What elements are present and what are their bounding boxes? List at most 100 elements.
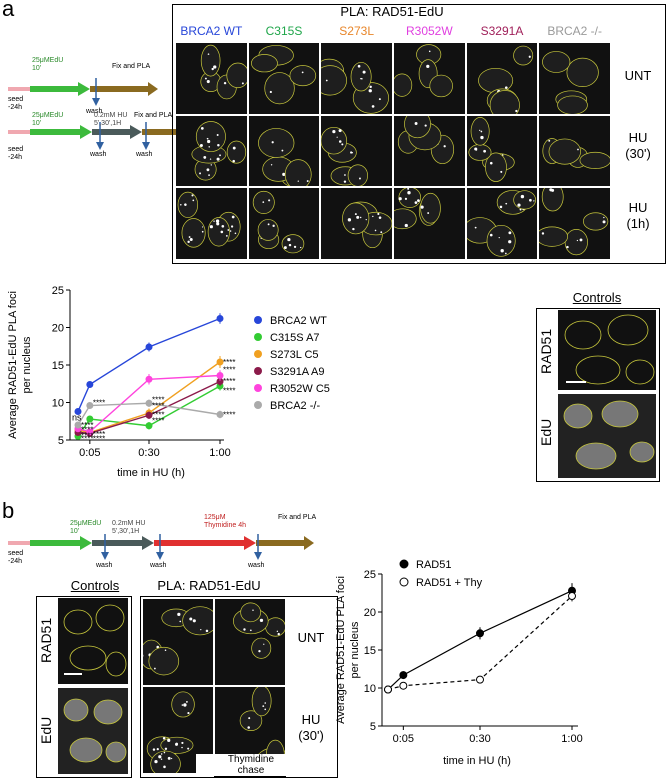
y-tick-label: 25 [52,285,64,297]
significance-mark: **** [93,430,105,439]
x-tick-label: 0:30 [469,733,490,745]
schematic-a1 [8,78,158,106]
schematic-a2-wash-2: wash [136,151,153,158]
schematic-b-hu: 0.2mM HU 5',30',1H [112,520,146,535]
schematic-a2 [8,122,176,150]
chart-b: 5 10 15 20 25 0:05 0:30 1:00 time in HU (h) Avera… [335,559,583,767]
legend-label: C315S A7 [270,332,320,344]
data-point [145,422,153,430]
significance-mark: **** [223,377,235,386]
series-line [77,374,221,433]
series-line [77,402,221,426]
series-line [77,317,221,412]
legend-marker [399,559,409,569]
data-point [216,358,224,366]
data-point [145,375,153,383]
x-tick-label: 1:00 [561,733,582,745]
series-line [387,590,573,690]
micrograph-tile [176,115,247,187]
y-tick-label: 25 [364,569,376,581]
column-headers: BRCA2 WT C315S S273L R3052W S3291A BRCA2 -/- [175,24,611,42]
micrograph-tile [248,115,320,187]
legend-label: RAD51 + Thy [416,577,483,589]
thy-arrow-head [244,536,256,550]
x-axis-label: time in HU (h) [117,467,185,479]
legend-marker [254,367,262,375]
significance-mark: **** [223,366,235,375]
schematic-b-thy: 125μM Thymidine 4h [204,514,247,529]
micrograph-tile [539,188,610,259]
data-point [145,411,153,419]
legend-label: BRCA2 WT [270,315,327,327]
y-tick-label: 5 [58,435,64,447]
pla-b-title: PLA: RAD51-EdU [157,578,261,593]
data-point [476,675,484,684]
row-label-hu30: HU (30') [625,130,651,161]
legend-marker [254,316,262,324]
controls-b-edu: EdU [38,716,54,744]
panel-b-letter: b [2,498,15,523]
wash-arrow-icon [101,552,109,560]
y-tick-label: 5 [370,721,376,733]
controls-a-frame [536,308,660,482]
micrograph-tile [466,188,538,259]
chart-a: 5 10 15 20 25 0:05 0:30 1:00 time in HU (h) Avera… [7,285,330,479]
significance-mark: **** [152,396,164,405]
legend-label: R3052W C5 [270,383,330,395]
micrograph-tile [466,115,538,187]
controls-b-frame [36,596,132,778]
edu-bar [30,129,82,135]
legend-label: BRCA2 -/- [270,400,320,412]
micrograph-tile [321,43,392,114]
row-label-hu1h: HU (1h) [626,200,650,231]
x-tick-label: 1:00 [209,447,230,459]
legend-marker [254,350,262,358]
thymidine-chase-label: Thymidine chase [196,754,306,776]
micrograph-grid-a [175,42,611,260]
schematic-b-seed: seed -24h [8,550,24,565]
controls-b-rad51-image [58,598,128,684]
micrograph-tile [215,599,285,685]
wash-arrow-icon [96,142,104,150]
micrograph-tile [248,43,320,114]
significance-mark: **** [223,387,235,396]
data-point [86,381,94,388]
controls-a-edu: EdU [538,418,554,446]
significance-mark: **** [152,417,164,426]
significance-mark: **** [223,411,235,420]
schematic-a2-hu: 0.2mM HU 5',30',1H [94,112,128,127]
micrograph-tile [248,188,320,259]
column-header: S273L [339,24,374,38]
schematic-a1-wash: wash [86,108,103,115]
wash-arrow-icon [142,142,150,150]
x-tick-label: 0:30 [138,447,159,459]
legend-marker [254,384,262,392]
hu-arrow-head [142,536,154,550]
data-point [568,592,576,601]
schematic-a1-edu: 25μMEdU 10' [32,57,64,72]
edu-bar [30,86,80,92]
schematic-a2-edu: 25μMEdU 10' [32,112,64,127]
micrograph-grid-b [142,598,286,774]
y-tick-label: 20 [52,323,64,335]
hu-bar [92,129,132,135]
y-axis-label: per nucleus [349,621,361,678]
micrograph-tile [394,115,465,187]
ns-mark: ns [72,413,82,423]
schematic-b-wash-2: wash [150,562,167,569]
fix-arrow-head [304,536,314,550]
micrograph-tile [143,599,213,685]
data-point [86,415,94,423]
significance-mark: **** [81,435,93,444]
legend-marker [254,333,262,341]
seed-bar [8,541,30,545]
legend-label: S273L C5 [270,349,319,361]
panel-a-letter: a [2,0,15,21]
x-tick-label: 0:05 [79,447,100,459]
hu-arrow-head [130,125,142,139]
significance-mark: **** [81,426,93,435]
schematic-a2-fix: Fix and PLA [134,112,173,119]
legend-marker [399,577,409,587]
fix-bar [90,86,150,92]
micrograph-tile [176,43,247,114]
